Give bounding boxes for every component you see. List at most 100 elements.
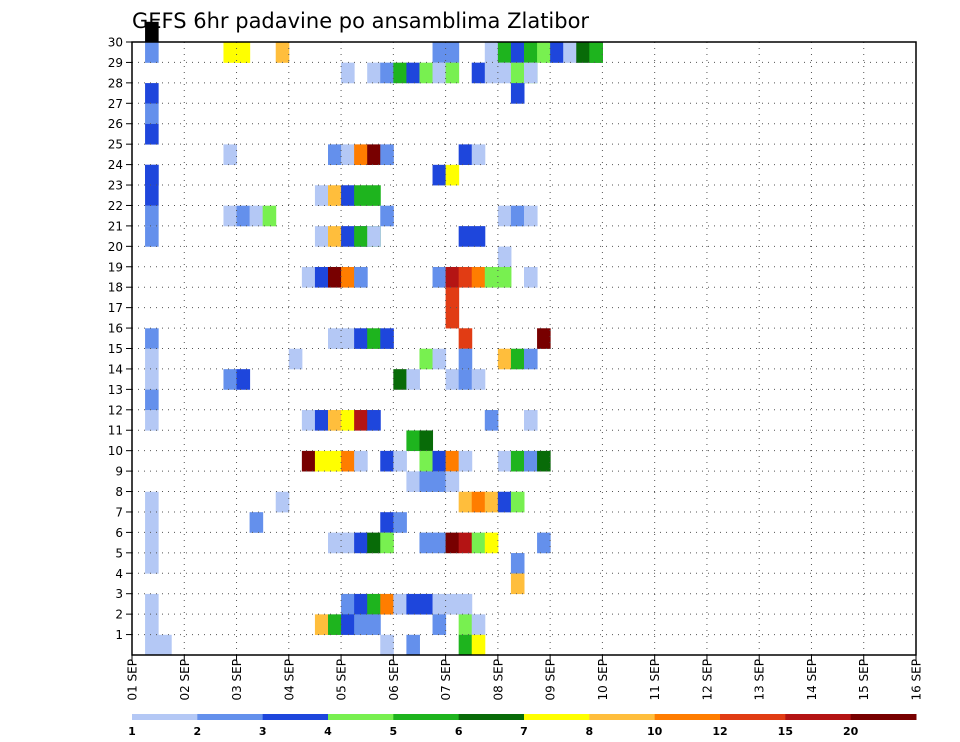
cell-101 bbox=[432, 348, 447, 370]
cell-167 bbox=[367, 593, 381, 615]
cell-1 bbox=[145, 42, 159, 63]
cell-45 bbox=[497, 62, 512, 84]
cell-38 bbox=[393, 62, 407, 84]
y-tick-label-14: 14 bbox=[108, 362, 123, 376]
cell-2 bbox=[145, 83, 159, 104]
cell-87 bbox=[471, 266, 486, 288]
cell-182 bbox=[471, 614, 486, 635]
cell-173 bbox=[445, 593, 460, 615]
x-tick-label-7: 08 SEP bbox=[491, 659, 505, 701]
cell-25 bbox=[432, 42, 460, 63]
cell-148 bbox=[249, 512, 264, 533]
cell-91 bbox=[445, 307, 460, 329]
cell-120 bbox=[524, 410, 538, 431]
cell-140 bbox=[432, 471, 447, 492]
cell-31 bbox=[550, 42, 564, 63]
cell-19 bbox=[145, 123, 159, 145]
cell-83 bbox=[354, 266, 368, 288]
cell-13 bbox=[145, 512, 159, 533]
cell-110 bbox=[445, 369, 460, 390]
cell-164 bbox=[510, 573, 525, 595]
cell-69 bbox=[497, 205, 512, 227]
y-tick-label-4: 4 bbox=[115, 567, 123, 581]
cell-102 bbox=[458, 348, 473, 370]
cell-100 bbox=[419, 348, 434, 370]
x-tick-label-8: 09 SEP bbox=[544, 659, 558, 701]
cell-175 bbox=[314, 614, 329, 635]
cell-124 bbox=[314, 450, 329, 472]
cell-17 bbox=[145, 614, 159, 635]
x-axis: 01 SEP 02 SEP 03 SEP 04 SEP 05 SEP 06 SEP 07 S… bbox=[126, 655, 924, 701]
colorbar-label-6: 6 bbox=[455, 725, 463, 738]
cell-34 bbox=[589, 42, 603, 63]
cell-89 bbox=[524, 266, 538, 288]
cell-165 bbox=[341, 593, 355, 615]
cell-176 bbox=[328, 614, 342, 635]
cell-159 bbox=[458, 532, 473, 554]
cell-170 bbox=[406, 593, 420, 615]
x-tick-label-4: 05 SEP bbox=[335, 659, 349, 701]
y-tick-label-3: 3 bbox=[115, 587, 123, 601]
cell-56 bbox=[471, 144, 486, 165]
cell-39 bbox=[406, 62, 420, 84]
cell-40 bbox=[419, 62, 434, 84]
x-tick-label-9: 10 SEP bbox=[596, 659, 610, 701]
cell-160 bbox=[471, 532, 486, 554]
cell-55 bbox=[458, 144, 473, 165]
x-tick-label-13: 14 SEP bbox=[805, 659, 819, 701]
x-tick-label-3: 04 SEP bbox=[282, 659, 296, 701]
cell-131 bbox=[432, 450, 447, 472]
cell-72 bbox=[314, 226, 329, 247]
cell-127 bbox=[354, 450, 368, 472]
y-tick-label-11: 11 bbox=[108, 424, 123, 438]
cell-85 bbox=[445, 266, 460, 288]
cell-68 bbox=[380, 205, 394, 227]
cell-3 bbox=[145, 103, 159, 125]
cell-79 bbox=[301, 266, 316, 288]
cell-145 bbox=[484, 491, 499, 513]
colorbar-label-15: 15 bbox=[778, 725, 793, 738]
cell-71 bbox=[524, 205, 538, 227]
cell-155 bbox=[380, 532, 394, 554]
y-tick-label-24: 24 bbox=[108, 158, 123, 172]
cell-70 bbox=[510, 205, 525, 227]
cell-18 bbox=[145, 634, 159, 656]
cell-37 bbox=[380, 62, 394, 84]
cell-12 bbox=[145, 491, 159, 513]
colorbar-label-3: 3 bbox=[259, 725, 267, 738]
cell-93 bbox=[341, 328, 355, 349]
cell-116 bbox=[341, 410, 355, 431]
cell-154 bbox=[367, 532, 381, 554]
cell-81 bbox=[328, 266, 342, 288]
cell-136 bbox=[524, 450, 538, 472]
cell-57 bbox=[145, 164, 159, 186]
cell-80 bbox=[314, 266, 329, 288]
cell-141 bbox=[445, 471, 460, 492]
cell-77 bbox=[458, 226, 486, 247]
cell-126 bbox=[341, 450, 355, 472]
cell-94 bbox=[354, 328, 368, 349]
cell-51 bbox=[341, 144, 355, 165]
y-tick-label-5: 5 bbox=[115, 546, 123, 560]
colorbar-label-8: 8 bbox=[586, 725, 594, 738]
cell-184 bbox=[406, 634, 420, 656]
y-tick-label-18: 18 bbox=[108, 281, 123, 295]
cell-90 bbox=[445, 287, 460, 309]
grid-lines bbox=[132, 42, 916, 655]
cell-147 bbox=[510, 491, 525, 513]
cell-174 bbox=[458, 593, 473, 615]
cell-171 bbox=[419, 593, 434, 615]
y-tick-label-9: 9 bbox=[115, 465, 123, 479]
cell-9 bbox=[145, 369, 159, 390]
cell-59 bbox=[445, 164, 460, 186]
cell-113 bbox=[301, 410, 316, 431]
cell-109 bbox=[406, 369, 420, 390]
cell-73 bbox=[328, 226, 342, 247]
cell-115 bbox=[328, 410, 342, 431]
colorbar-swatch-10 bbox=[785, 714, 852, 720]
cell-0 bbox=[145, 21, 159, 43]
x-tick-label-14: 15 SEP bbox=[857, 659, 871, 701]
cell-6 bbox=[145, 226, 159, 247]
cell-14 bbox=[145, 532, 159, 554]
